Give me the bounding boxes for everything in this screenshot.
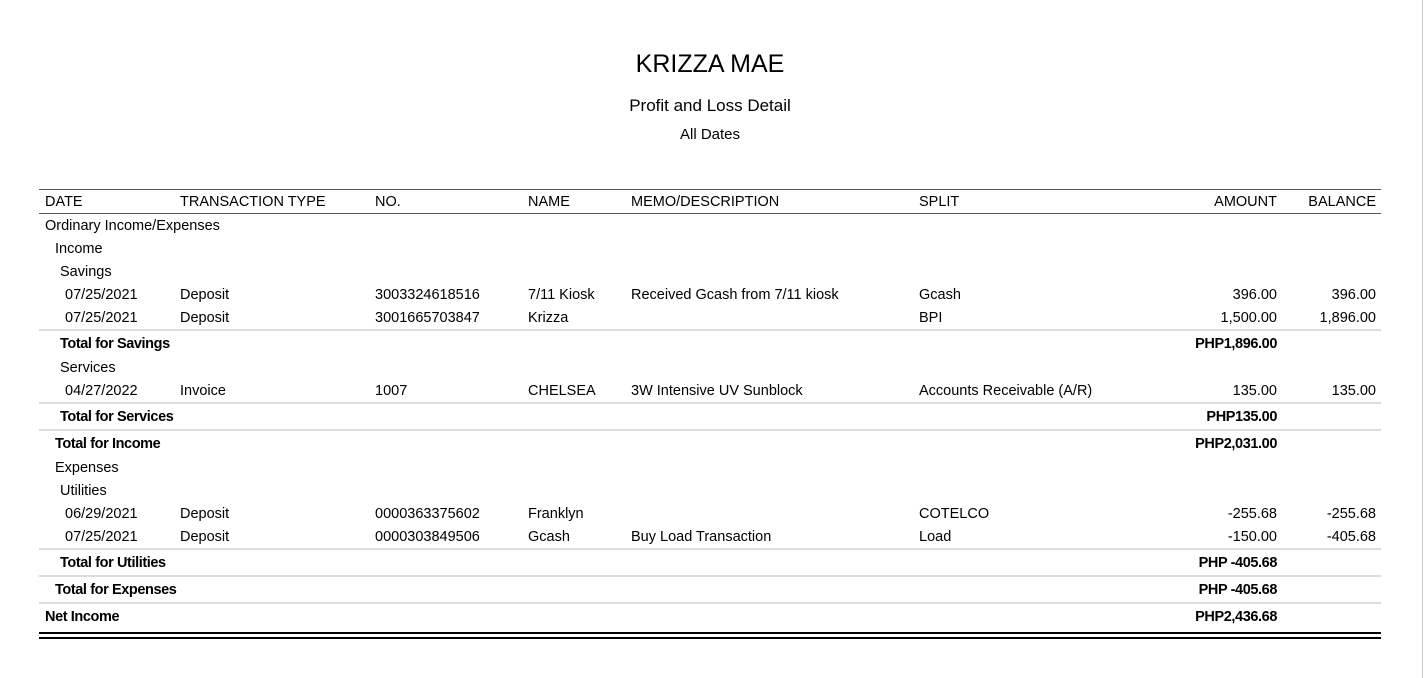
report-title: Profit and Loss Detail: [629, 96, 791, 115]
txn-memo: Received Gcash from 7/11 kiosk: [631, 286, 839, 303]
txn-date: 07/25/2021: [65, 528, 138, 545]
section-label: Income: [55, 240, 103, 257]
page-edge: [1422, 0, 1423, 678]
txn-name: Gcash: [528, 528, 570, 545]
total-label: Net Income: [45, 608, 120, 625]
txn-memo: 3W Intensive UV Sunblock: [631, 382, 803, 399]
total-row: Total for Income PHP2,031.00: [39, 429, 1381, 456]
col-balance[interactable]: BALANCE: [1308, 193, 1376, 210]
table-body: Ordinary Income/Expenses Income Savings 07/…: [39, 214, 1381, 629]
txn-split: Load: [919, 528, 952, 545]
section-label: Services: [60, 359, 116, 376]
txn-split: COTELCO: [919, 505, 990, 522]
total-amount: PHP2,436.68: [1195, 608, 1277, 625]
txn-amount: -255.68: [1227, 505, 1277, 522]
col-type[interactable]: TRANSACTION TYPE: [180, 193, 326, 210]
txn-balance: 396.00: [1331, 286, 1376, 303]
txn-amount: 135.00: [1232, 382, 1277, 399]
txn-date: 07/25/2021: [65, 286, 138, 303]
total-label: Total for Income: [55, 435, 161, 452]
txn-memo: Buy Load Transaction: [631, 528, 772, 545]
section-label: Savings: [60, 263, 112, 280]
section-row: Ordinary Income/Expenses: [39, 214, 1381, 237]
col-no[interactable]: NO.: [375, 193, 401, 210]
col-amount[interactable]: AMOUNT: [1214, 193, 1277, 210]
txn-name: Krizza: [528, 309, 569, 326]
txn-balance: 135.00: [1331, 382, 1376, 399]
total-amount: PHP135.00: [1206, 408, 1277, 425]
txn-name: CHELSEA: [528, 382, 596, 399]
total-row: Total for Savings PHP1,896.00: [39, 329, 1381, 356]
txn-number: 0000363375602: [375, 505, 480, 522]
total-amount: PHP2,031.00: [1195, 435, 1277, 452]
txn-type[interactable]: Deposit: [180, 286, 230, 303]
col-date[interactable]: DATE: [45, 193, 83, 210]
txn-type[interactable]: Deposit: [180, 528, 230, 545]
total-label: Total for Savings: [60, 335, 170, 352]
txn-amount: -150.00: [1227, 528, 1277, 545]
date-range: All Dates: [679, 126, 741, 143]
total-amount: PHP -405.68: [1198, 581, 1278, 598]
section-label: Ordinary Income/Expenses: [45, 217, 220, 234]
transaction-row[interactable]: 07/25/2021 Deposit 3003324618516 7/11 Kiosk…: [39, 283, 1381, 306]
txn-number: 1007: [375, 382, 408, 399]
txn-name: 7/11 Kiosk: [528, 286, 595, 303]
section-row: Income: [39, 237, 1381, 260]
txn-amount: 1,500.00: [1220, 309, 1277, 326]
txn-balance: -405.68: [1326, 528, 1376, 545]
txn-name: Franklyn: [528, 505, 584, 522]
txn-split: BPI: [919, 309, 943, 326]
col-name[interactable]: NAME: [528, 193, 570, 210]
transaction-row[interactable]: 04/27/2022 Invoice 1007 CHELSEA 3W Intensive…: [39, 379, 1381, 402]
total-amount: PHP -405.68: [1198, 554, 1278, 571]
transaction-row[interactable]: 06/29/2021 Deposit 0000363375602 Franklyn CO…: [39, 502, 1381, 525]
report-table: DATE TRANSACTION TYPE NO. NAME MEMO/DESC…: [39, 189, 1381, 639]
transaction-row[interactable]: 07/25/2021 Deposit 3001665703847 Krizza BPI 1…: [39, 306, 1381, 329]
txn-split: Accounts Receivable (A/R): [919, 382, 1093, 399]
txn-date: 04/27/2022: [65, 382, 138, 399]
txn-type[interactable]: Invoice: [180, 382, 226, 399]
total-row: Net Income PHP2,436.68: [39, 602, 1381, 629]
section-label: Utilities: [60, 482, 107, 499]
col-split[interactable]: SPLIT: [919, 193, 960, 210]
total-label: Total for Services: [60, 408, 174, 425]
txn-balance: -255.68: [1326, 505, 1376, 522]
txn-balance: 1,896.00: [1319, 309, 1376, 326]
total-row: Total for Services PHP135.00: [39, 402, 1381, 429]
txn-number: 3003324618516: [375, 286, 480, 303]
double-underline: [39, 632, 1381, 639]
total-row: Total for Utilities PHP -405.68: [39, 548, 1381, 575]
txn-number: 0000303849506: [375, 528, 480, 545]
section-row: Expenses: [39, 456, 1381, 479]
txn-amount: 396.00: [1232, 286, 1277, 303]
total-label: Total for Utilities: [60, 554, 166, 571]
txn-date: 06/29/2021: [65, 505, 138, 522]
total-row: Total for Expenses PHP -405.68: [39, 575, 1381, 602]
col-memo[interactable]: MEMO/DESCRIPTION: [631, 193, 780, 210]
company-name: KRIZZA MAE: [635, 50, 785, 78]
table-header: DATE TRANSACTION TYPE NO. NAME MEMO/DESC…: [39, 189, 1381, 214]
txn-date: 07/25/2021: [65, 309, 138, 326]
txn-number: 3001665703847: [375, 309, 480, 326]
total-amount: PHP1,896.00: [1195, 335, 1277, 352]
txn-type[interactable]: Deposit: [180, 309, 230, 326]
transaction-row[interactable]: 07/25/2021 Deposit 0000303849506 Gcash Buy L…: [39, 525, 1381, 548]
txn-split: Gcash: [919, 286, 961, 303]
total-label: Total for Expenses: [55, 581, 177, 598]
txn-type[interactable]: Deposit: [180, 505, 230, 522]
section-label: Expenses: [55, 459, 119, 476]
section-row: Savings: [39, 260, 1381, 283]
section-row: Services: [39, 356, 1381, 379]
section-row: Utilities: [39, 479, 1381, 502]
